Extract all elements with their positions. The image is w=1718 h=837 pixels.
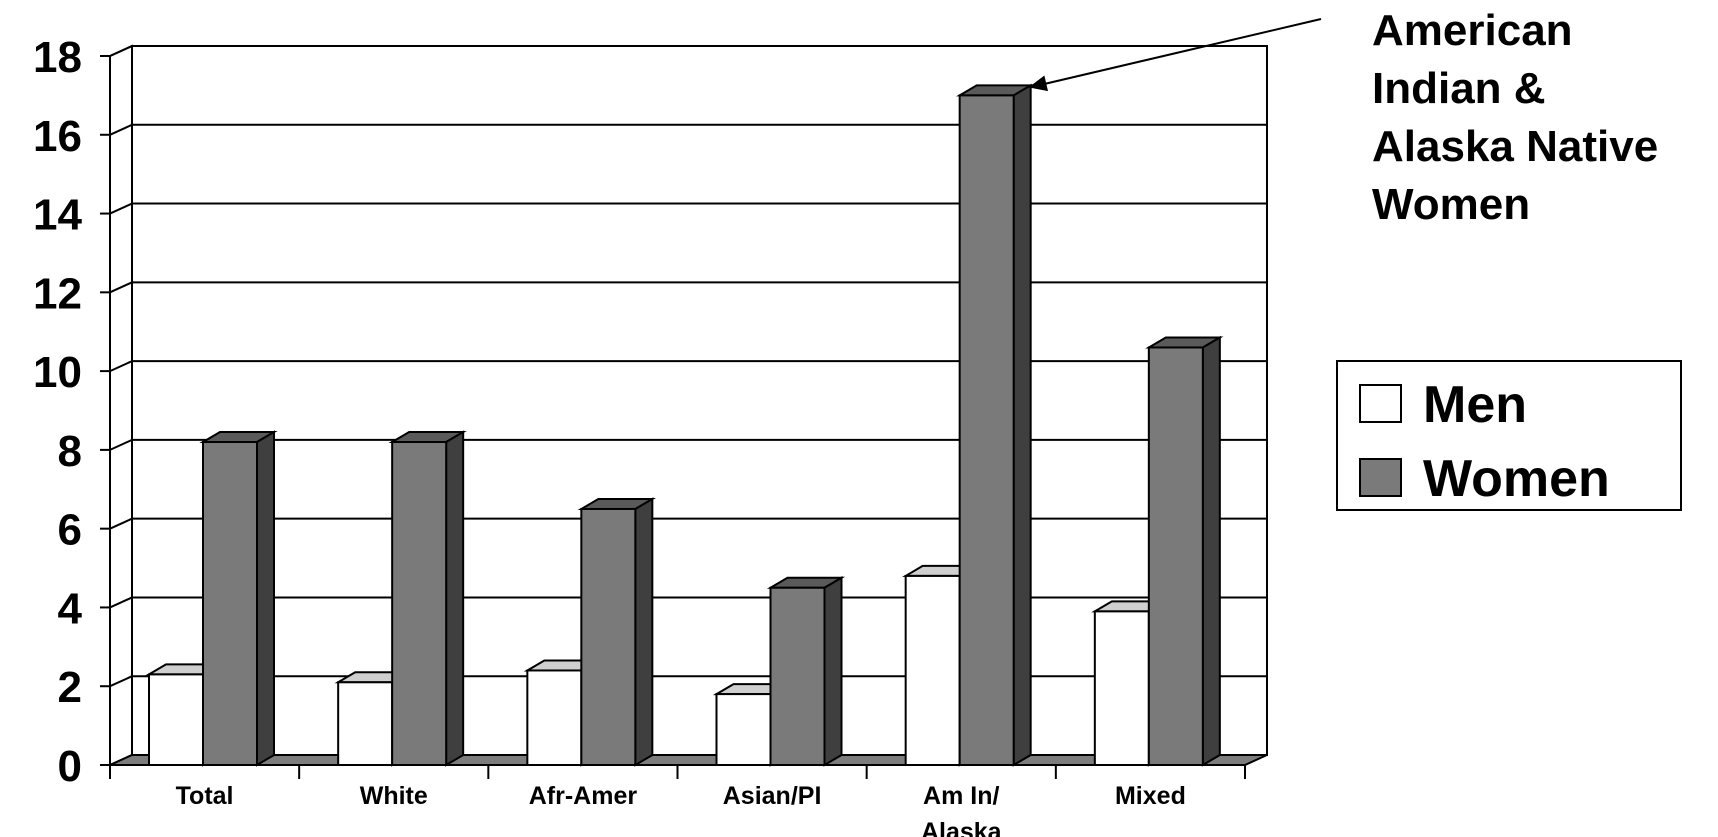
annotation-text-line: Women <box>1372 180 1530 229</box>
gridlines <box>109 45 1267 688</box>
gridline-side <box>109 675 133 688</box>
x-tick-label: Afr-Amer <box>529 782 638 810</box>
x-tick-label: White <box>360 782 428 810</box>
bar-women-side <box>634 497 654 767</box>
y-tick-label: 10 <box>33 348 82 397</box>
plot-walls <box>109 44 1268 767</box>
plot-floor <box>109 754 1268 766</box>
gridline-side <box>109 596 133 609</box>
annotation-text-line: Alaska Native <box>1372 122 1658 171</box>
bar-men-front <box>526 669 583 767</box>
bars <box>145 83 1224 767</box>
bar-men-front <box>1093 610 1150 767</box>
y-tick-label: 14 <box>33 191 82 240</box>
floor <box>109 754 1268 766</box>
legend-swatch-men <box>1359 384 1402 423</box>
legend-swatch-women <box>1359 458 1402 497</box>
bar-men-front <box>904 574 961 767</box>
legend: Men Women <box>1336 360 1682 511</box>
axes <box>100 55 1246 779</box>
bar-women-front <box>1147 346 1204 766</box>
bar-women-side <box>445 430 465 767</box>
x-tick-label: Alaska <box>921 818 1003 837</box>
x-tick-label: Total <box>176 782 234 810</box>
gridline-side <box>109 281 133 294</box>
bar-women-front <box>202 441 258 766</box>
bar-women-front <box>958 94 1015 766</box>
y-tick-label: 18 <box>33 33 82 82</box>
bar-women-side <box>1201 335 1221 767</box>
legend-label-women: Women <box>1423 450 1610 508</box>
bar-women <box>1145 335 1224 767</box>
back-wall <box>131 45 1268 756</box>
bar-women-side <box>1012 83 1032 767</box>
y-tick-label: 8 <box>58 427 82 476</box>
gridline-side <box>109 202 133 215</box>
bar-women <box>388 430 467 767</box>
gridline-side <box>109 517 133 530</box>
bar-women-front <box>391 441 448 766</box>
y-tick-label: 0 <box>58 742 82 791</box>
bar-women <box>766 576 846 767</box>
bar-women <box>199 430 278 767</box>
annotation-text-line: Indian & <box>1372 64 1546 113</box>
y-tick-label: 4 <box>58 584 83 633</box>
gridline-side <box>109 123 133 136</box>
x-tick-label: Asian/PI <box>723 782 822 810</box>
annotation-text-line: American <box>1372 6 1573 55</box>
y-tick-label: 2 <box>58 663 82 712</box>
bar-women <box>577 497 657 767</box>
x-tick-labels: Total White Afr-Amer Asian/PI Am In/Alaska Mi… <box>176 782 1186 837</box>
bar-women <box>955 83 1035 767</box>
gridline-side <box>109 438 133 451</box>
bar-women-side <box>823 576 843 767</box>
legend-label-men: Men <box>1423 376 1527 434</box>
annotation-arrow-line <box>1042 18 1322 86</box>
bar-men-front <box>715 693 772 766</box>
y-tick-label: 6 <box>58 506 82 555</box>
y-tick-label: 12 <box>33 269 82 318</box>
bar-women-front <box>769 586 826 766</box>
y-tick-labels: 0 2 4 6 8 10 12 14 16 18 <box>33 33 82 791</box>
annotation: American Indian & Alaska Native Women <box>1028 6 1658 229</box>
gridline-side <box>109 360 133 373</box>
x-tick-label: Am In/ <box>923 782 999 810</box>
gridline-side <box>109 45 133 57</box>
bar-men-front <box>337 681 394 766</box>
bar-men-front <box>148 673 204 767</box>
bar-women-side <box>256 430 275 767</box>
x-tick-label: Mixed <box>1115 782 1186 810</box>
y-tick-label: 16 <box>33 112 82 161</box>
side-wall <box>109 44 133 767</box>
bar-women-front <box>580 507 637 766</box>
annotation-arrowhead <box>1028 75 1049 92</box>
